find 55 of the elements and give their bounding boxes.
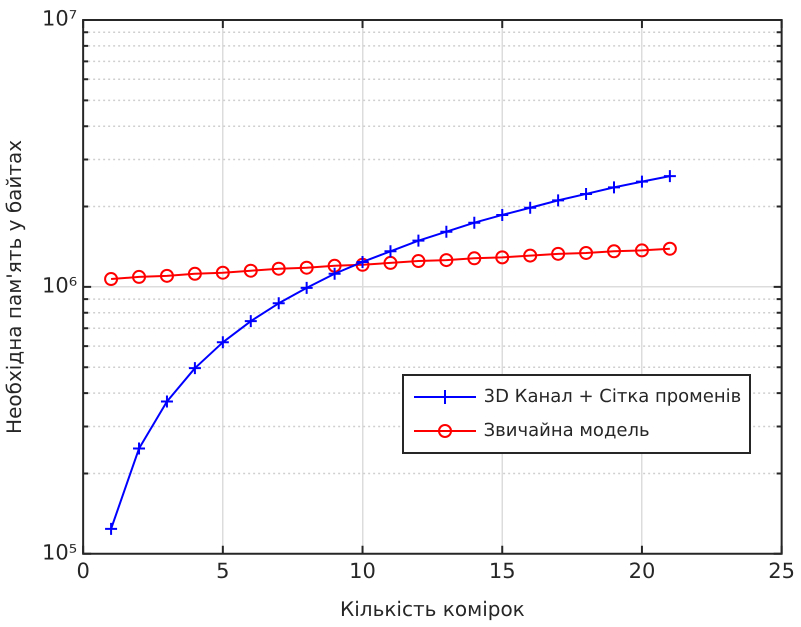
point — [300, 260, 314, 275]
point — [607, 180, 621, 194]
point — [300, 280, 314, 295]
point — [356, 254, 370, 269]
point — [439, 224, 454, 239]
x-tick-label: 10 — [349, 558, 376, 583]
point — [607, 244, 621, 258]
point — [160, 394, 174, 409]
point — [132, 442, 146, 456]
point — [244, 314, 258, 328]
point — [188, 266, 202, 281]
x-axis-title: Кількість комірок — [340, 597, 525, 622]
point — [188, 361, 202, 376]
point — [216, 335, 230, 350]
x-tick-label: 20 — [628, 558, 656, 583]
point — [383, 244, 398, 258]
x-tick-label: 15 — [488, 558, 516, 583]
x-tick-label: 0 — [76, 558, 90, 583]
point — [411, 254, 426, 268]
point — [467, 216, 482, 230]
point — [216, 266, 230, 280]
point — [579, 186, 594, 201]
point — [132, 270, 146, 284]
y-tick-label: 10⁷ — [42, 6, 78, 30]
point — [551, 193, 566, 208]
point — [523, 200, 538, 215]
y-tick-label: 10⁶ — [42, 273, 78, 298]
point — [328, 266, 342, 281]
point — [467, 251, 482, 266]
point — [328, 258, 342, 273]
legend-label: Звичайна модель — [484, 420, 650, 442]
point — [495, 250, 510, 264]
point — [356, 258, 370, 272]
point — [662, 242, 677, 256]
point — [495, 208, 510, 222]
point — [272, 296, 286, 310]
point — [439, 253, 454, 268]
point — [579, 246, 594, 260]
x-tick-label: 5 — [216, 558, 230, 583]
point — [244, 264, 258, 278]
point — [551, 246, 566, 261]
point — [662, 169, 677, 184]
y-axis-title: Необхідна пам'ять у байтах — [2, 140, 26, 434]
point — [634, 174, 649, 189]
point — [523, 248, 538, 263]
point — [104, 272, 118, 286]
point — [383, 256, 398, 270]
x-tick-label: 25 — [768, 558, 796, 583]
legend-label: 3D Канал + Сітка променів — [484, 386, 742, 408]
point — [634, 243, 649, 258]
point — [411, 234, 426, 248]
point — [272, 262, 286, 276]
y-tick-label: 10⁵ — [42, 540, 78, 564]
point — [160, 268, 174, 283]
point — [104, 522, 118, 536]
